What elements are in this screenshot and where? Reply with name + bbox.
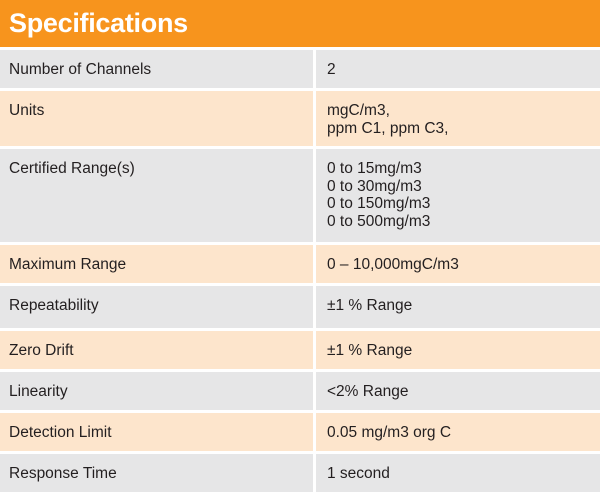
value-line: ±1 % Range [327, 342, 413, 359]
row-label: Detection Limit [0, 413, 313, 451]
value-line: <2% Range [327, 383, 409, 400]
value-line: 0 to 30mg/m3 [327, 177, 422, 195]
row-label: Repeatability [0, 286, 313, 328]
table-row: Maximum Range 0 – 10,000mgC/m3 [0, 245, 600, 283]
table-row: Number of Channels 2 [0, 50, 600, 88]
table-row: Linearity <2% Range [0, 372, 600, 410]
row-label: Certified Range(s) [0, 149, 313, 242]
row-label: Number of Channels [0, 50, 313, 88]
table-row: Detection Limit 0.05 mg/m3 org C [0, 413, 600, 451]
table-row: Response Time 1 second [0, 454, 600, 492]
value-line: 0.05 mg/m3 org C [327, 424, 452, 441]
table-row: Zero Drift ±1 % Range [0, 331, 600, 369]
value-line: 2 [327, 61, 336, 78]
table-row: Certified Range(s) 0 to 15mg/m3 0 to 30m… [0, 149, 600, 242]
value-line: 1 second [327, 465, 390, 482]
row-value: 0 – 10,000mgC/m3 [316, 245, 600, 283]
value-line: 0 to 500mg/m3 [327, 212, 431, 230]
row-value: mgC/m3, ppm C1, ppm C3, [316, 91, 600, 146]
table-title: Specifications [9, 8, 188, 38]
row-value: ±1 % Range [316, 286, 600, 328]
table-row: Units mgC/m3, ppm C1, ppm C3, [0, 91, 600, 146]
row-value: 1 second [316, 454, 600, 492]
value-line: ppm C1, ppm C3, [327, 119, 449, 137]
row-value: 0 to 15mg/m3 0 to 30mg/m3 0 to 150mg/m3 … [316, 149, 600, 242]
row-label: Zero Drift [0, 331, 313, 369]
row-value: ±1 % Range [316, 331, 600, 369]
row-label: Units [0, 91, 313, 146]
value-line: mgC/m3, [327, 102, 390, 119]
table-header: Specifications [0, 0, 600, 47]
row-label: Maximum Range [0, 245, 313, 283]
row-value: <2% Range [316, 372, 600, 410]
row-label: Linearity [0, 372, 313, 410]
value-line: 0 – 10,000mgC/m3 [327, 256, 459, 273]
value-line: 0 to 150mg/m3 [327, 195, 431, 212]
value-line: 0 to 15mg/m3 [327, 160, 422, 177]
row-label: Response Time [0, 454, 313, 492]
table-body: Number of Channels 2 Units mgC/m3, ppm C… [0, 50, 600, 492]
value-line: ±1 % Range [327, 297, 413, 314]
row-value: 0.05 mg/m3 org C [316, 413, 600, 451]
table-row: Repeatability ±1 % Range [0, 286, 600, 328]
row-value: 2 [316, 50, 600, 88]
